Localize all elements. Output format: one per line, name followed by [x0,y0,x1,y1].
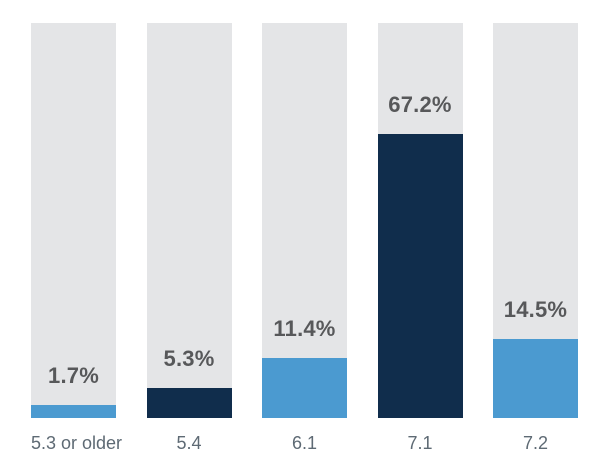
bar-value-label: 67.2% [388,92,452,117]
bar-group: 11.4% 6.1 [262,23,347,472]
bar-group: 5.3% 5.4 [146,23,232,472]
bar-track: 14.5% [493,23,578,418]
bar-fill [377,134,463,418]
bar-group: 67.2% 7.1 [377,23,463,472]
bar-category-label: 7.2 [522,433,549,453]
bar-category-label: 5.4 [176,433,202,453]
bar-group: 1.7% 5.3 or older [31,23,123,472]
bar-category-label: 7.1 [407,433,433,453]
bar-fill [31,404,116,418]
bar-track: 1.7% [31,23,116,418]
bar-fill [146,387,232,418]
bar-track: 67.2% [377,23,463,418]
bar-category-label: 6.1 [291,433,318,453]
bar-category-label: 5.3 or older [31,433,123,453]
bar-fill [493,339,578,418]
bar-track: 11.4% [262,23,347,418]
bar-group: 14.5% 7.2 [493,23,578,472]
bar-value-label: 5.3% [163,345,215,371]
bar-value-label: 1.7% [48,362,99,388]
bar-value-label: 14.5% [503,297,568,322]
bar-fill [262,357,347,418]
bar-value-label: 11.4% [273,315,336,341]
bar-track: 5.3% [146,23,232,418]
